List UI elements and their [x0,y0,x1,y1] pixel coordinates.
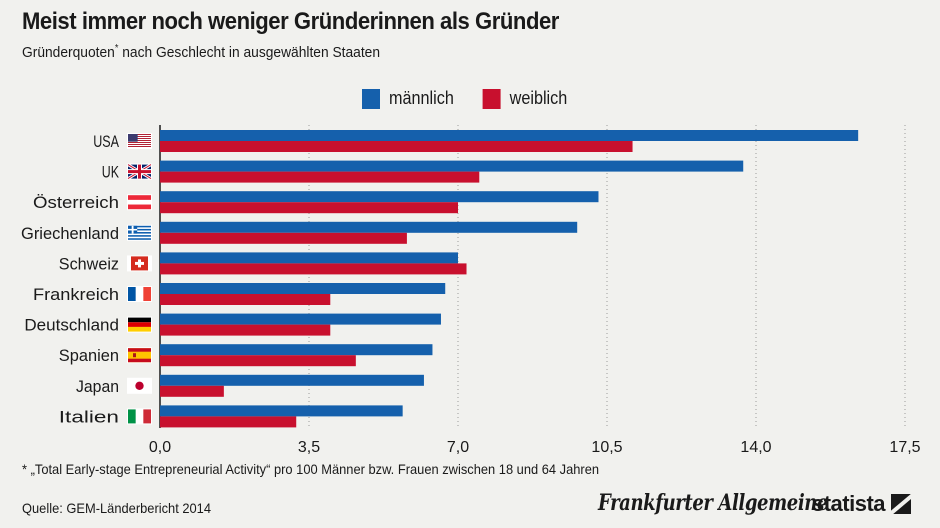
category-label: Frankreich [33,285,119,304]
bar-male [160,160,744,172]
bar-female [160,141,633,152]
bar-male [160,252,458,264]
bar-female [160,202,458,214]
bar-female [160,171,480,183]
uk-flag [127,163,152,180]
category-label: USA [93,132,119,151]
category-label: Schweiz [59,254,119,273]
japan-flag [127,377,152,394]
category-label: Spanien [59,346,119,365]
legend-label-male: männlich [389,88,454,108]
bar-male [160,313,441,325]
legend-swatch-female [482,88,501,109]
france-flag [127,286,152,302]
category-label: Deutschland [24,316,119,335]
bar-female [160,232,407,244]
greece-flag [127,224,152,241]
legend-swatch-male [362,88,380,109]
x-tick-label: 7,0 [447,439,469,456]
faz-logo: Frankfurter Allgemeine [598,490,829,516]
bar-female [160,294,331,305]
bar-male [160,405,403,417]
bar-male [160,374,424,386]
bar-male [160,191,599,203]
chart-subtitle: Gründerquoten* nach Geschlecht in ausgew… [22,43,380,61]
category-label: Japan [76,377,119,396]
bar-male [160,283,446,294]
austria-flag [127,194,152,211]
spain-flag [127,347,152,364]
x-tick-label: 10,5 [591,439,622,456]
legend-label-female: weiblich [509,88,568,108]
statista-logo-icon [891,494,912,514]
legend: männlich weiblich [362,88,596,109]
category-label: UK [102,163,120,182]
category-label: Österreich [33,193,119,212]
legend-item-male: männlich [362,88,454,109]
category-label: Griechenland [21,224,119,243]
x-tick-label: 14,0 [740,439,771,456]
bar-male [160,344,433,356]
subtitle-main: Gründerquoten [22,44,115,61]
bar-male [160,130,859,141]
bar-female [160,355,356,367]
statista-wordmark: statista [812,491,886,516]
category-label: Italien [59,407,119,426]
subtitle-footnote-marker: * [114,43,119,54]
bar-female [160,263,467,275]
bar-male [160,221,578,233]
us-flag [127,133,152,149]
legend-item-female: weiblich [482,88,568,109]
x-tick-label: 3,5 [298,439,320,456]
subtitle-rest: nach Geschlecht in ausgewählten Staaten [118,44,381,61]
chart-title: Meist immer noch weniger Gründerinnen al… [22,8,559,35]
statista-logo: statista [812,491,912,517]
bar-female [160,416,297,428]
bar-female [160,385,224,397]
switzerland-flag [127,255,152,272]
x-tick-label: 0,0 [149,439,171,456]
italy-flag [127,408,152,425]
bar-female [160,324,331,336]
germany-flag [127,316,152,333]
source-note: Quelle: GEM-Länderbericht 2014 [22,500,212,516]
footnote: * „Total Early-stage Entrepreneurial Act… [22,461,600,477]
x-tick-label: 17,5 [889,439,920,456]
